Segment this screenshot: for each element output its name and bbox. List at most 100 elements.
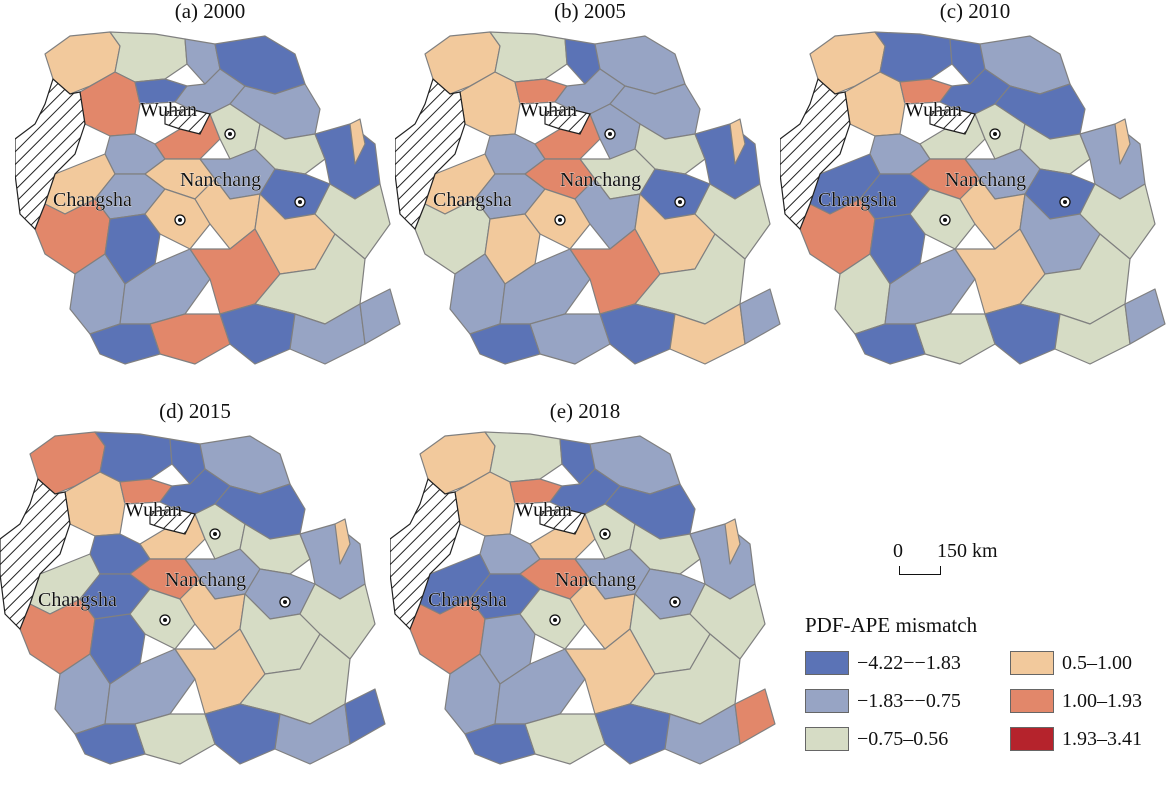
choropleth-map: Wuhan Nanchang Changsha <box>780 31 1166 365</box>
city-label-wuhan: Wuhan <box>125 499 182 521</box>
county-region <box>349 118 366 165</box>
county-region <box>464 723 536 765</box>
region-layer <box>780 31 1166 365</box>
legend-label: 0.5–1.00 <box>1062 651 1132 674</box>
county-region <box>74 723 146 765</box>
city-label-wuhan: Wuhan <box>515 499 572 521</box>
city-label-wuhan: Wuhan <box>520 99 577 121</box>
county-region <box>599 303 676 365</box>
legend-item: −4.22−−1.83 <box>805 650 1010 676</box>
legend-title: PDF-APE mismatch <box>805 613 978 637</box>
county-region <box>854 323 926 365</box>
map-panel-2005: (b) 2005 Wuhan Nanchang Changsha <box>395 0 785 385</box>
city-marker-icon <box>674 196 686 208</box>
county-region <box>79 71 141 137</box>
legend-label: −0.75–0.56 <box>857 727 949 750</box>
no-data-region <box>539 508 586 535</box>
county-region <box>739 288 781 345</box>
legend-label: −1.83−−0.75 <box>857 689 961 712</box>
scale-zero-label: 0 <box>893 540 903 562</box>
city-marker-icon <box>604 128 616 140</box>
legend-grid: −4.22−−1.83 0.5–1.00 −1.83−−0.75 1.00–1.… <box>805 650 1160 752</box>
legend-item: −1.83−−0.75 <box>805 688 1010 714</box>
choropleth-map: Wuhan Nanchang Changsha <box>0 431 386 765</box>
choropleth-map: Wuhan Nanchang Changsha <box>15 31 401 365</box>
city-label-nanchang: Nanchang <box>555 569 636 591</box>
legend-swatch <box>805 689 849 713</box>
legend-item: 1.93–3.41 <box>1010 726 1160 752</box>
no-data-region <box>395 77 466 231</box>
region-layer <box>0 431 386 765</box>
county-region <box>204 703 281 765</box>
city-label-wuhan: Wuhan <box>140 99 197 121</box>
city-label-nanchang: Nanchang <box>180 169 261 191</box>
county-region <box>874 31 953 83</box>
county-region <box>524 713 606 765</box>
county-region <box>219 303 296 365</box>
county-region <box>334 518 351 565</box>
region-layer <box>395 31 781 365</box>
county-region <box>359 288 401 345</box>
scale-distance-label: 150 km <box>937 540 998 562</box>
legend-swatch <box>1010 651 1054 675</box>
county-region <box>529 313 611 365</box>
county-region <box>724 518 741 565</box>
city-label-changsha: Changsha <box>38 589 117 611</box>
county-region <box>1124 288 1166 345</box>
county-region <box>489 31 568 83</box>
city-label-nanchang: Nanchang <box>945 169 1026 191</box>
county-region <box>734 688 776 745</box>
panel-title: (d) 2015 <box>159 399 231 423</box>
city-marker-icon <box>294 196 306 208</box>
no-data-region <box>0 477 71 631</box>
city-marker-icon <box>599 528 611 540</box>
county-region <box>109 31 188 83</box>
city-marker-icon <box>209 528 221 540</box>
city-label-changsha: Changsha <box>433 189 512 211</box>
city-marker-icon <box>1059 196 1071 208</box>
city-marker-icon <box>174 214 186 226</box>
panel-title: (e) 2018 <box>549 399 621 423</box>
county-region <box>594 703 671 765</box>
legend-label: 1.93–3.41 <box>1062 727 1142 750</box>
city-marker-icon <box>224 128 236 140</box>
legend: PDF-APE mismatch −4.22−−1.83 0.5–1.00 −1… <box>805 612 1167 772</box>
legend-swatch <box>1010 727 1054 751</box>
city-marker-icon <box>939 214 951 226</box>
city-label-changsha: Changsha <box>818 189 897 211</box>
county-region <box>469 323 541 365</box>
region-layer <box>390 431 776 765</box>
county-region <box>64 471 126 537</box>
county-region <box>94 431 173 483</box>
scale-bar: 0 150 km <box>885 540 1015 585</box>
region-layer <box>15 31 401 365</box>
scale-line <box>899 566 941 575</box>
city-marker-icon <box>549 614 561 626</box>
panel-title: (b) 2005 <box>554 0 626 23</box>
panel-title: (a) 2000 <box>174 0 246 23</box>
county-region <box>729 118 746 165</box>
city-marker-icon <box>989 128 1001 140</box>
county-region <box>134 713 216 765</box>
choropleth-map: Wuhan Nanchang Changsha <box>390 431 776 765</box>
map-panel-2000: (a) 2000 Wuhan Nanchang Changsha <box>15 0 405 385</box>
city-label-wuhan: Wuhan <box>905 99 962 121</box>
county-region <box>1114 118 1131 165</box>
map-panel-2018: (e) 2018 Wuhan Nanchang Changsha <box>390 399 780 785</box>
city-label-changsha: Changsha <box>428 589 507 611</box>
no-data-region <box>164 108 211 135</box>
city-marker-icon <box>554 214 566 226</box>
legend-item: −0.75–0.56 <box>805 726 1010 752</box>
no-data-region <box>929 108 976 135</box>
legend-swatch <box>1010 689 1054 713</box>
no-data-region <box>15 77 86 231</box>
city-label-changsha: Changsha <box>53 189 132 211</box>
legend-item: 0.5–1.00 <box>1010 650 1160 676</box>
county-region <box>149 313 231 365</box>
county-region <box>344 688 386 745</box>
legend-label: 1.00–1.93 <box>1062 689 1142 712</box>
no-data-region <box>780 77 851 231</box>
city-marker-icon <box>159 614 171 626</box>
legend-swatch <box>805 727 849 751</box>
no-data-region <box>390 477 461 631</box>
